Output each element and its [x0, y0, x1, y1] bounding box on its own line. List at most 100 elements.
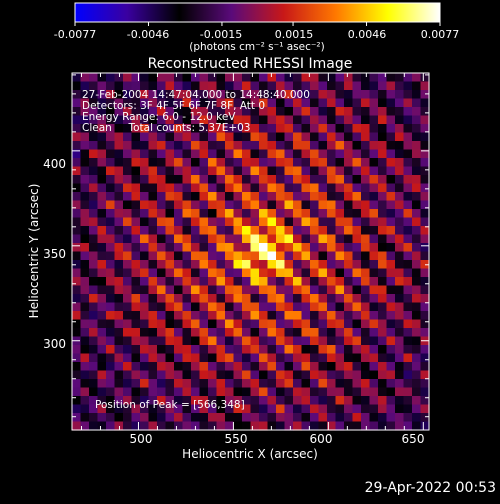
heatmap-cell [72, 115, 82, 125]
heatmap-cell [267, 353, 277, 363]
heatmap-cell [386, 370, 396, 380]
heatmap-cell [301, 404, 311, 414]
heatmap-cell [131, 353, 141, 363]
heatmap-cell [327, 234, 337, 244]
heatmap-cell [199, 328, 209, 338]
heatmap-cell [259, 243, 269, 253]
heatmap-cell [267, 141, 277, 151]
heatmap-cell [403, 73, 413, 83]
heatmap-cell [123, 328, 133, 338]
heatmap-cell [386, 302, 396, 312]
heatmap-cell [267, 98, 277, 108]
heatmap-cell [225, 336, 235, 346]
heatmap-cell [344, 124, 354, 134]
heatmap-cell [114, 328, 124, 338]
heatmap-cell [335, 226, 345, 236]
heatmap-cell [89, 319, 99, 329]
heatmap-cell [182, 141, 192, 151]
heatmap-cell [327, 166, 337, 176]
heatmap-cell [123, 277, 133, 287]
heatmap-cell [242, 132, 252, 142]
heatmap-cell [157, 81, 167, 91]
heatmap-cell [318, 302, 328, 312]
heatmap-cell [369, 217, 379, 227]
heatmap-cell [284, 302, 294, 312]
heatmap-cell [148, 90, 158, 100]
heatmap-cell [412, 141, 422, 151]
heatmap-cell [310, 260, 320, 270]
heatmap-cell [344, 115, 354, 125]
heatmap-cell [140, 421, 150, 431]
heatmap-cell [114, 149, 124, 159]
heatmap-cell [395, 413, 405, 423]
heatmap-cell [369, 243, 379, 253]
heatmap-cell [191, 226, 201, 236]
heatmap-cell [420, 353, 430, 363]
heatmap-cell [97, 277, 107, 287]
heatmap-cell [335, 175, 345, 185]
heatmap-cell [97, 319, 107, 329]
heatmap-cell [225, 192, 235, 202]
heatmap-cell [310, 98, 320, 108]
x-tick-label-600: 600 [310, 432, 333, 446]
heatmap-cell [395, 328, 405, 338]
heatmap-cell [420, 98, 430, 108]
heatmap-cell [165, 234, 175, 244]
heatmap-cell [267, 226, 277, 236]
heatmap-cell [140, 328, 150, 338]
heatmap-cell [191, 107, 201, 117]
heatmap-cell [284, 158, 294, 168]
heatmap-cell [361, 387, 371, 397]
heatmap-cell [276, 98, 286, 108]
heatmap-cell [208, 285, 218, 295]
heatmap-cell [165, 396, 175, 406]
heatmap-cell [335, 200, 345, 210]
heatmap-cell [386, 421, 396, 431]
heatmap-cell [352, 396, 362, 406]
heatmap-cell [157, 217, 167, 227]
heatmap-cell [276, 379, 286, 389]
heatmap-cell [395, 294, 405, 304]
heatmap-cell [165, 294, 175, 304]
heatmap-cell [403, 158, 413, 168]
heatmap-cell [267, 328, 277, 338]
heatmap-cell [89, 115, 99, 125]
heatmap-cell [97, 396, 107, 406]
colorbar-gradient [74, 2, 441, 23]
heatmap-cell [233, 81, 243, 91]
heatmap-cell [140, 217, 150, 227]
heatmap-cell [361, 98, 371, 108]
heatmap-cell [131, 404, 141, 414]
heatmap-cell [327, 73, 337, 83]
heatmap-cell [208, 370, 218, 380]
heatmap-cell [106, 294, 116, 304]
heatmap-cell [148, 396, 158, 406]
heatmap-cell [114, 98, 124, 108]
heatmap-cell [420, 311, 430, 321]
heatmap-cell [403, 217, 413, 227]
heatmap-cell [352, 260, 362, 270]
heatmap-cell [131, 370, 141, 380]
heatmap-cell [335, 107, 345, 117]
heatmap-cell [301, 328, 311, 338]
heatmap-cell [420, 166, 430, 176]
heatmap-cell [412, 217, 422, 227]
heatmap-cell [284, 192, 294, 202]
heatmap-cell [352, 183, 362, 193]
heatmap-cell [97, 209, 107, 219]
heatmap-cell [301, 387, 311, 397]
heatmap-cell [310, 141, 320, 151]
heatmap-cell [174, 319, 184, 329]
colorbar-tick-label-1: -0.0046 [127, 28, 169, 41]
heatmap-cell [403, 175, 413, 185]
heatmap-cell [344, 175, 354, 185]
heatmap-cell [301, 243, 311, 253]
heatmap-cell [344, 98, 354, 108]
heatmap-cell [131, 260, 141, 270]
heatmap-cell [327, 251, 337, 261]
heatmap-cell [242, 353, 252, 363]
heatmap-cell [72, 175, 82, 185]
heatmap-cell [250, 404, 260, 414]
heatmap-cell [174, 404, 184, 414]
heatmap-cell [233, 260, 243, 270]
